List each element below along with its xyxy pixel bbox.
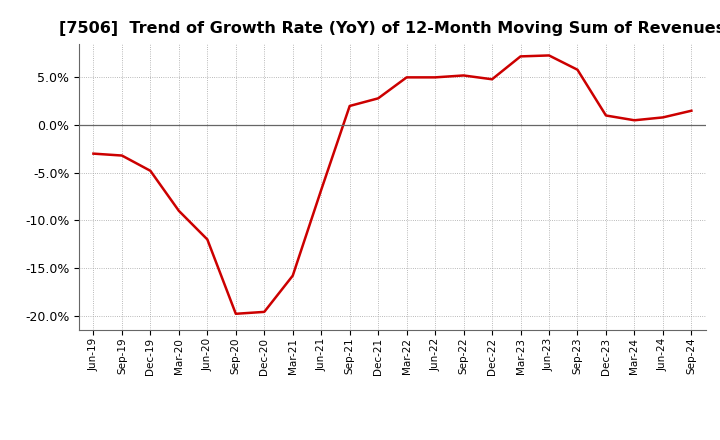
Title: [7506]  Trend of Growth Rate (YoY) of 12-Month Moving Sum of Revenues: [7506] Trend of Growth Rate (YoY) of 12-… <box>59 21 720 36</box>
